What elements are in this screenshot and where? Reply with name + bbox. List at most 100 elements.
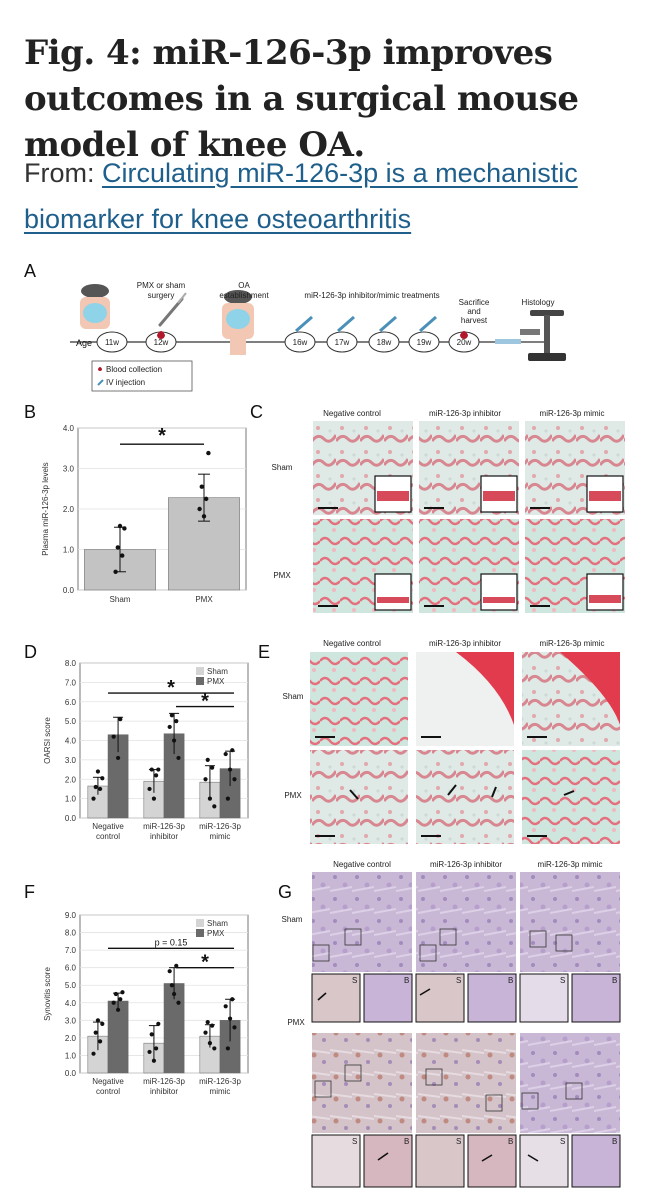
scalpel-icon: [158, 292, 187, 327]
legend-label: PMX: [207, 677, 225, 686]
chart-d-oarsi-score: 0.0 1.0 2.0 3.0 4.0 5.0 6.0 7.0 8.0 OARSI score Ne…: [43, 659, 249, 841]
panel-label-b: B: [24, 402, 36, 422]
c-header-inhibitor: miR-126-3p inhibitor: [429, 409, 501, 418]
data-point: [205, 1019, 210, 1025]
data-point: [115, 545, 121, 550]
panel-label-e: E: [258, 642, 270, 662]
timeline: Age PMX or sham surgery OA establishment: [70, 281, 566, 392]
significance-label: *: [201, 691, 209, 713]
data-point: [111, 734, 116, 739]
data-point: [149, 1032, 154, 1037]
arrow-icon: [349, 789, 359, 800]
synovium-inset: [415, 973, 465, 1023]
histology-image: [416, 1033, 516, 1133]
y-tick-label: 0.0: [65, 814, 77, 823]
y-axis-label: Synovitis score: [43, 967, 52, 1021]
data-point: [176, 755, 181, 761]
data-point: [210, 765, 215, 770]
week-node-12: 12w: [145, 331, 177, 353]
svg-text:S: S: [456, 976, 461, 985]
data-point: [174, 719, 179, 724]
y-tick-label: 7.0: [65, 678, 77, 687]
data-point: [115, 755, 121, 761]
legend-swatch: [196, 677, 204, 685]
svg-text:B: B: [508, 1137, 513, 1146]
g-image-grid: S B S B S B S B S B S B: [311, 872, 621, 1188]
data-point: [223, 1004, 228, 1009]
week-node-18: 18w: [368, 331, 400, 353]
y-tick-label: 1.0: [65, 1051, 77, 1060]
c-header-mimic: miR-126-3p mimic: [540, 409, 605, 418]
chart-f-synovitis-score: 0.0 1.0 2.0 3.0 4.0 5.0 6.0 7.0 8.0 9.0 Synovitis …: [43, 911, 249, 1096]
article-link[interactable]: Circulating miR-126-3p is a mechanistic …: [24, 158, 578, 234]
y-tick-label: 7.0: [65, 946, 77, 955]
data-point: [117, 523, 123, 529]
legend-iv-label: IV injection: [106, 378, 145, 387]
x-tick-label: control: [96, 1087, 120, 1096]
y-tick-label: 3.0: [63, 465, 75, 474]
timeline-legend: [91, 360, 193, 392]
panel-label-d: D: [24, 642, 37, 662]
synovium-inset: [519, 1134, 569, 1188]
x-tick-label: inhibitor: [150, 1087, 178, 1096]
y-axis-label: Plasma miR-126-3p levels: [41, 462, 50, 555]
g-header-inhibitor: miR-126-3p inhibitor: [430, 860, 502, 869]
synovium-inset: [519, 973, 569, 1023]
e-header-negative-control: Negative control: [323, 639, 381, 648]
data-point: [225, 796, 230, 801]
data-point: [98, 1039, 103, 1044]
data-point: [113, 569, 118, 574]
y-tick-label: 5.0: [65, 981, 77, 990]
data-point: [151, 1058, 157, 1063]
arrow-icon: [447, 784, 457, 796]
g-row-pmx: PMX: [287, 1018, 305, 1027]
sacrifice-label-1: Sacrifice: [459, 298, 490, 307]
syringe-icon: [97, 379, 104, 386]
y-tick-label: 4.0: [65, 737, 77, 746]
data-point: [207, 1041, 213, 1046]
data-point: [197, 506, 202, 512]
synovium-inset: [311, 1134, 361, 1188]
svg-text:B: B: [612, 976, 617, 985]
histology-image: [310, 652, 408, 746]
sacrifice-label-2: and: [467, 307, 480, 316]
arrow-icon: [491, 786, 497, 798]
y-tick-label: 5.0: [65, 717, 77, 726]
y-tick-label: 8.0: [65, 929, 77, 938]
data-point: [171, 738, 177, 743]
data-point: [95, 769, 101, 774]
panel-label-c: C: [250, 402, 263, 422]
figure-title: Fig. 4: miR-126-3p improves outcomes in …: [24, 33, 579, 165]
y-tick-label: 1.0: [63, 546, 75, 555]
blood-drop-icon: [460, 331, 468, 339]
c-row-pmx: PMX: [273, 571, 291, 580]
data-point: [95, 1018, 101, 1023]
histology-image: [312, 872, 412, 972]
data-point: [91, 1051, 96, 1056]
syringe-icon: [295, 315, 313, 333]
data-point: [203, 1030, 208, 1035]
week-node-16: 16w: [284, 331, 316, 353]
x-tick-label: Negative: [92, 1077, 124, 1086]
significance-label: p = 0.15: [155, 937, 188, 947]
arrow-icon: [377, 1152, 389, 1161]
svg-text:S: S: [560, 976, 565, 985]
y-tick-label: 4.0: [63, 424, 75, 433]
week-node-11: 11w: [96, 331, 128, 353]
y-tick-label: 6.0: [65, 964, 77, 973]
y-tick-label: 8.0: [65, 659, 77, 668]
histology-label: Histology: [522, 298, 555, 307]
data-point: [167, 724, 172, 730]
data-point: [149, 767, 154, 772]
data-point: [230, 748, 235, 753]
histology-image: [416, 872, 516, 972]
data-point: [156, 1021, 161, 1026]
pmx-label-2: surgery: [148, 291, 175, 300]
svg-text:18w: 18w: [377, 338, 392, 347]
g-row-sham: Sham: [282, 915, 303, 924]
legend-swatch: [196, 667, 204, 675]
blood-drop-icon: [157, 331, 165, 339]
zoom-inset: [480, 573, 518, 611]
y-axis-label: OARSI score: [43, 717, 52, 764]
histology-image: [312, 1033, 412, 1133]
